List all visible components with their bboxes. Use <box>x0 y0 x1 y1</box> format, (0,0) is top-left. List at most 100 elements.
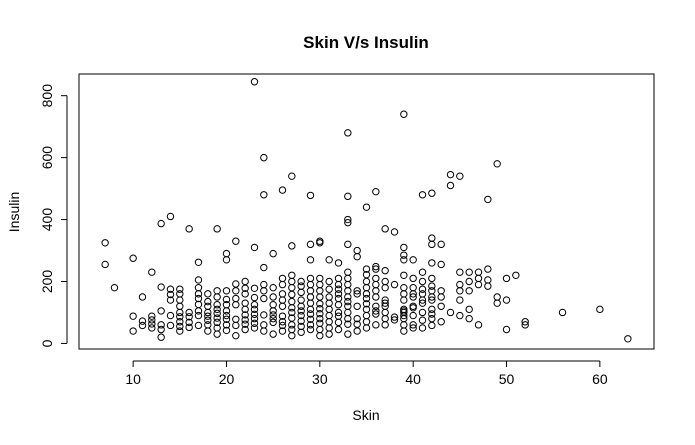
y-tick-label: 400 <box>39 208 55 232</box>
data-point <box>213 301 221 309</box>
data-point <box>344 280 352 289</box>
data-point <box>316 331 324 340</box>
data-point <box>409 324 417 332</box>
data-point <box>344 129 352 137</box>
data-point <box>344 297 352 306</box>
data-point <box>222 301 231 309</box>
data-point <box>306 315 315 323</box>
data-point <box>428 274 436 283</box>
data-point <box>110 283 119 292</box>
data-point <box>269 330 277 338</box>
data-point <box>437 287 445 295</box>
data-point <box>344 320 352 328</box>
data-point <box>484 265 492 273</box>
data-point <box>372 307 380 315</box>
data-point <box>250 301 259 309</box>
data-point <box>334 301 343 309</box>
data-point <box>288 321 296 329</box>
x-axis-label: Skin <box>352 407 379 423</box>
data-point <box>372 321 380 329</box>
y-axis: 0 200 400 600 800 <box>39 84 68 347</box>
data-point <box>334 285 343 293</box>
data-point <box>316 280 324 289</box>
data-point <box>362 203 371 211</box>
data-point <box>194 321 203 330</box>
data-point <box>334 312 343 320</box>
data-point <box>194 307 203 315</box>
data-point <box>204 302 212 310</box>
data-point <box>269 314 277 323</box>
x-tick-label: 60 <box>592 371 608 387</box>
data-point <box>213 314 221 322</box>
data-point <box>521 321 529 329</box>
data-point <box>250 243 259 252</box>
data-point <box>232 280 240 288</box>
data-point <box>194 276 203 284</box>
data-point <box>372 265 380 273</box>
data-point <box>213 293 221 301</box>
data-point <box>185 323 193 332</box>
data-point <box>418 324 427 332</box>
data-point <box>306 293 315 301</box>
data-point <box>222 295 231 304</box>
y-axis-label: Insulin <box>6 192 22 232</box>
data-point <box>456 311 464 320</box>
data-point <box>362 265 371 273</box>
data-point <box>176 285 184 293</box>
data-point <box>362 294 371 303</box>
data-point <box>362 290 371 298</box>
data-point <box>409 311 417 320</box>
data-point <box>241 320 249 328</box>
data-point <box>297 296 305 304</box>
data-point <box>148 320 156 328</box>
data-point <box>456 287 464 295</box>
data-point <box>288 290 296 299</box>
data-point <box>194 283 203 292</box>
data-point <box>325 324 333 332</box>
data-point <box>316 319 324 327</box>
data-point <box>278 274 287 283</box>
data-point <box>381 277 389 286</box>
data-point <box>418 299 427 307</box>
data-point <box>157 307 165 315</box>
data-point <box>334 274 343 283</box>
data-point <box>269 283 277 292</box>
data-point <box>400 327 408 335</box>
data-point <box>297 307 305 315</box>
data-point <box>232 237 240 245</box>
data-point <box>148 268 156 276</box>
data-point <box>166 212 175 221</box>
data-point <box>222 307 231 315</box>
data-point <box>157 321 165 329</box>
data-point <box>474 280 483 289</box>
data-point <box>260 294 268 303</box>
data-point <box>512 271 520 279</box>
data-point <box>372 274 380 283</box>
data-point <box>306 321 315 329</box>
data-point <box>278 327 287 335</box>
x-axis: 10 20 30 40 50 60 <box>125 360 608 387</box>
data-point <box>437 302 445 310</box>
data-point <box>250 319 259 327</box>
y-tick-label: 0 <box>39 339 55 347</box>
data-point <box>250 310 259 319</box>
data-point <box>260 287 268 295</box>
data-point <box>502 325 511 334</box>
data-point <box>493 299 501 307</box>
data-point <box>288 297 296 306</box>
data-point <box>241 316 249 324</box>
data-point <box>465 314 473 323</box>
data-point <box>157 283 165 291</box>
data-point <box>306 325 315 334</box>
data-point <box>288 271 296 279</box>
data-point <box>204 312 212 320</box>
data-point <box>400 256 408 264</box>
data-point <box>278 321 287 330</box>
data-point <box>222 321 231 329</box>
data-point <box>297 302 305 310</box>
data-point <box>101 260 109 269</box>
data-point <box>250 284 259 293</box>
data-point <box>101 239 109 247</box>
data-point <box>334 280 343 289</box>
